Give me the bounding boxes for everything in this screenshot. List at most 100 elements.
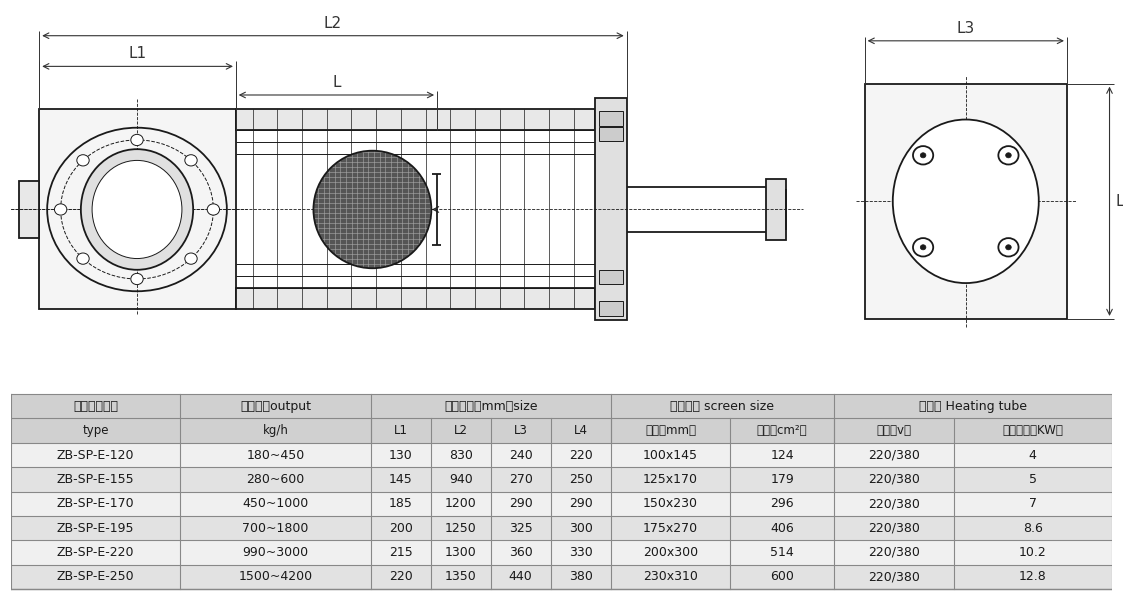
Text: 150x230: 150x230 (643, 497, 699, 510)
Bar (730, 565, 834, 589)
Bar (834, 492, 953, 516)
Bar (834, 565, 953, 589)
Ellipse shape (81, 149, 193, 270)
Text: kg/h: kg/h (263, 424, 289, 437)
Text: type: type (82, 424, 109, 437)
Circle shape (76, 155, 89, 166)
Text: ZB-SP-E-195: ZB-SP-E-195 (57, 522, 135, 534)
Bar (730, 492, 834, 516)
Bar (431, 443, 491, 467)
Bar (834, 394, 1112, 418)
Bar (180, 516, 371, 540)
Text: 940: 940 (449, 473, 473, 486)
Text: 330: 330 (568, 546, 593, 559)
Text: 220/380: 220/380 (868, 497, 920, 510)
Bar (953, 516, 1112, 540)
Bar (180, 467, 371, 492)
Bar (371, 418, 431, 443)
Bar (431, 540, 491, 565)
Bar (11, 467, 180, 492)
Text: 360: 360 (509, 546, 532, 559)
Text: 10.2: 10.2 (1019, 546, 1047, 559)
Text: 100x145: 100x145 (643, 448, 699, 462)
Bar (491, 516, 550, 540)
Bar (550, 467, 611, 492)
Text: 220/380: 220/380 (868, 570, 920, 583)
Bar (236, 109, 595, 130)
Text: 7: 7 (1029, 497, 1037, 510)
Bar (431, 516, 491, 540)
Text: ZB-SP-E-155: ZB-SP-E-155 (57, 473, 135, 486)
Text: 面积（cm²）: 面积（cm²） (757, 424, 807, 437)
Bar (180, 565, 371, 589)
Text: L3: L3 (957, 21, 975, 36)
Text: 380: 380 (568, 570, 593, 583)
Text: 200x300: 200x300 (642, 546, 699, 559)
Bar (599, 301, 623, 316)
Bar (550, 540, 611, 565)
Bar (431, 565, 491, 589)
Text: 4: 4 (1029, 448, 1037, 462)
Text: 1350: 1350 (445, 570, 476, 583)
Circle shape (130, 273, 143, 285)
Bar (431, 467, 491, 492)
Text: 296: 296 (770, 497, 794, 510)
Bar (431, 492, 491, 516)
Text: 滤网尺寸 screen size: 滤网尺寸 screen size (670, 400, 774, 413)
Bar (599, 127, 623, 141)
Bar (180, 394, 371, 418)
Circle shape (921, 245, 925, 250)
Bar (766, 179, 786, 240)
Bar (834, 467, 953, 492)
Bar (599, 270, 623, 284)
Text: 1300: 1300 (445, 546, 476, 559)
Text: 130: 130 (389, 448, 412, 462)
Text: L4: L4 (574, 424, 587, 437)
Bar (834, 540, 953, 565)
Text: 5: 5 (1029, 473, 1037, 486)
Bar (599, 112, 623, 126)
Bar (611, 492, 730, 516)
Bar (953, 492, 1112, 516)
Text: 830: 830 (449, 448, 473, 462)
Text: 250: 250 (568, 473, 593, 486)
Circle shape (913, 238, 933, 256)
Text: 电压（v）: 电压（v） (876, 424, 912, 437)
Bar (371, 540, 431, 565)
Text: 220: 220 (389, 570, 412, 583)
Bar (730, 540, 834, 565)
Text: 125x170: 125x170 (643, 473, 699, 486)
Text: 230x310: 230x310 (643, 570, 697, 583)
Bar (180, 540, 371, 565)
Circle shape (130, 134, 144, 146)
Text: ZB-SP-E-220: ZB-SP-E-220 (57, 546, 135, 559)
Text: 179: 179 (770, 473, 794, 486)
Text: 290: 290 (568, 497, 593, 510)
Bar (611, 467, 730, 492)
Circle shape (1006, 152, 1011, 158)
Bar (611, 443, 730, 467)
Text: 220: 220 (568, 448, 593, 462)
Bar (491, 443, 550, 467)
Text: L2: L2 (323, 16, 343, 30)
Text: ZB-SP-E-170: ZB-SP-E-170 (57, 497, 135, 510)
Text: 270: 270 (509, 473, 532, 486)
Bar (834, 443, 953, 467)
Text: 240: 240 (509, 448, 532, 462)
Text: 145: 145 (389, 473, 412, 486)
Text: 280~600: 280~600 (246, 473, 304, 486)
Ellipse shape (92, 160, 182, 259)
Bar (865, 84, 1067, 319)
Text: L2: L2 (454, 424, 467, 437)
Bar (431, 418, 491, 443)
Text: ZB-SP-E-250: ZB-SP-E-250 (57, 570, 135, 583)
Text: 220/380: 220/380 (868, 448, 920, 462)
Circle shape (54, 204, 67, 215)
Text: 轮廓尺寸（mm）size: 轮廓尺寸（mm）size (444, 400, 538, 413)
Bar (371, 516, 431, 540)
Text: 600: 600 (770, 570, 794, 583)
Text: 加热器 Heating tube: 加热器 Heating tube (919, 400, 1026, 413)
Circle shape (185, 253, 198, 264)
Bar (371, 467, 431, 492)
Circle shape (76, 253, 89, 264)
